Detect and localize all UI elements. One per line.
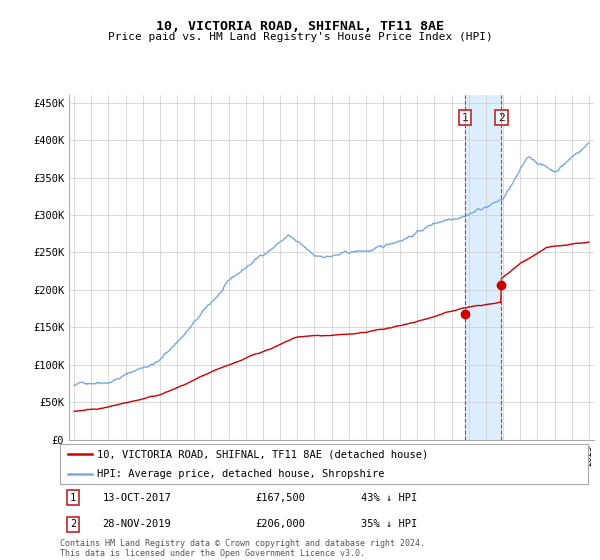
- Text: 43% ↓ HPI: 43% ↓ HPI: [361, 493, 417, 503]
- Text: 2: 2: [70, 519, 76, 529]
- Text: HPI: Average price, detached house, Shropshire: HPI: Average price, detached house, Shro…: [97, 469, 385, 479]
- Text: 35% ↓ HPI: 35% ↓ HPI: [361, 519, 417, 529]
- Bar: [465, 95, 502, 440]
- Text: 10, VICTORIA ROAD, SHIFNAL, TF11 8AE (detached house): 10, VICTORIA ROAD, SHIFNAL, TF11 8AE (de…: [97, 449, 428, 459]
- Text: Price paid vs. HM Land Registry's House Price Index (HPI): Price paid vs. HM Land Registry's House …: [107, 32, 493, 43]
- Text: Contains HM Land Registry data © Crown copyright and database right 2024.
This d: Contains HM Land Registry data © Crown c…: [60, 539, 425, 558]
- Text: £206,000: £206,000: [256, 519, 305, 529]
- Text: 28-NOV-2019: 28-NOV-2019: [102, 519, 171, 529]
- Text: 10, VICTORIA ROAD, SHIFNAL, TF11 8AE: 10, VICTORIA ROAD, SHIFNAL, TF11 8AE: [156, 20, 444, 32]
- Text: 1: 1: [461, 113, 469, 123]
- Text: 1: 1: [70, 493, 76, 503]
- Text: 13-OCT-2017: 13-OCT-2017: [102, 493, 171, 503]
- Text: £167,500: £167,500: [256, 493, 305, 503]
- Text: 2: 2: [498, 113, 505, 123]
